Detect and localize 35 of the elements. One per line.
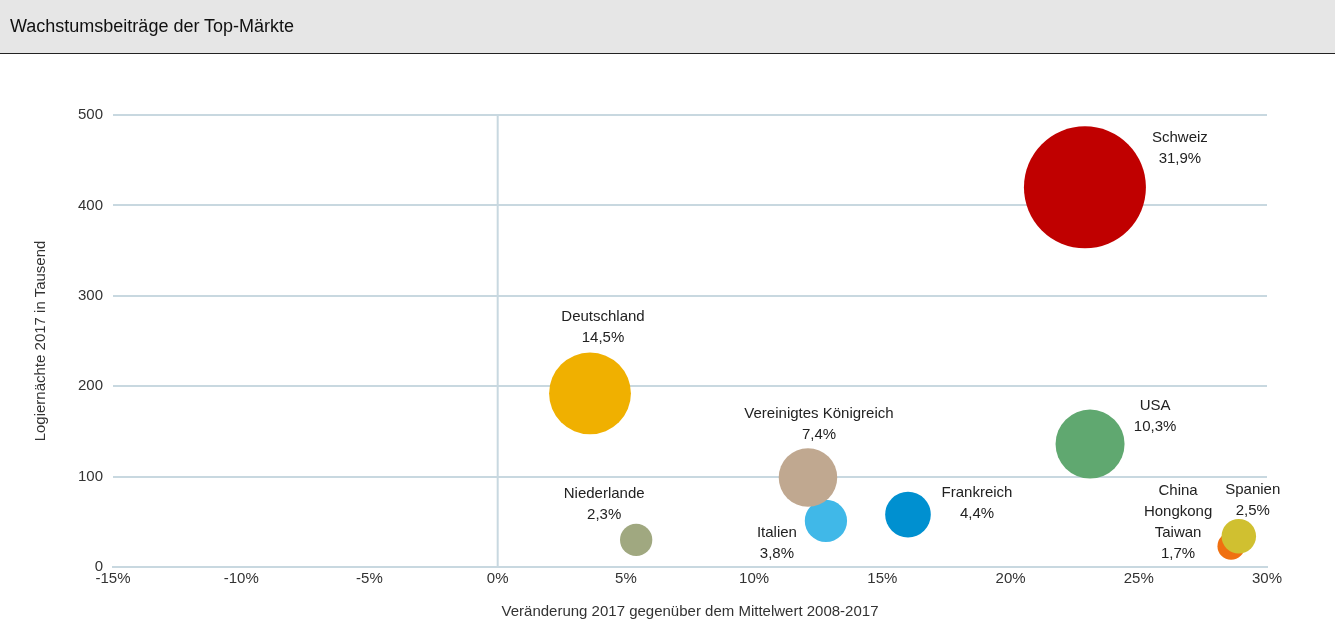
series-label: Frankreich <box>941 483 1013 501</box>
x-axis-title: Veränderung 2017 gegenüber dem Mittelwert 2008-2017 <box>501 602 879 620</box>
x-tick-label: 0% <box>486 569 509 587</box>
series-label: USA <box>1139 395 1171 413</box>
chart-title: Wachstumsbeiträge der Top-Märkte <box>0 0 1335 54</box>
y-tick-label: 400 <box>78 195 104 213</box>
y-tick-label: 300 <box>78 285 104 303</box>
text: Vereinigtes Königreich <box>744 404 894 422</box>
x-tick-label: 25% <box>1123 569 1154 587</box>
series-label: Niederlande <box>563 483 645 501</box>
x-tick-label: 15% <box>867 569 898 587</box>
annotation: 7,4% <box>801 425 837 443</box>
annotation: 31,9% <box>1158 148 1202 166</box>
y-tick-label: 200 <box>78 376 104 394</box>
x-tick-label: 20% <box>995 569 1026 587</box>
annotation: 10,3% <box>1133 416 1177 434</box>
annotation: 4,4% <box>959 504 995 522</box>
y-tick-label: 500 <box>78 105 104 123</box>
y-axis-title: Logiernächte 2017 in Tausend <box>31 240 49 442</box>
text: Deutschland <box>561 307 645 325</box>
x-tick-label: 10% <box>739 569 770 587</box>
series-label: China Hongkong Taiwan <box>1143 480 1213 540</box>
x-tick-label: 30% <box>1251 569 1283 587</box>
y-tick-label: 100 <box>78 466 104 484</box>
x-tick-label: 5% <box>615 569 637 587</box>
annotation: 3,8% <box>759 543 795 561</box>
annotation: 2,3% <box>587 504 622 522</box>
series-label: Italien <box>756 522 797 540</box>
x-tick-label: -5% <box>356 569 383 587</box>
annotation: 1,7% <box>1161 543 1196 561</box>
annotation: 2,5% <box>1235 500 1270 518</box>
annotation: 14,5% <box>581 328 625 346</box>
series-label: Spanien <box>1225 479 1281 497</box>
x-tick-label: -10% <box>223 569 259 587</box>
series-label: Schweiz <box>1152 127 1208 145</box>
